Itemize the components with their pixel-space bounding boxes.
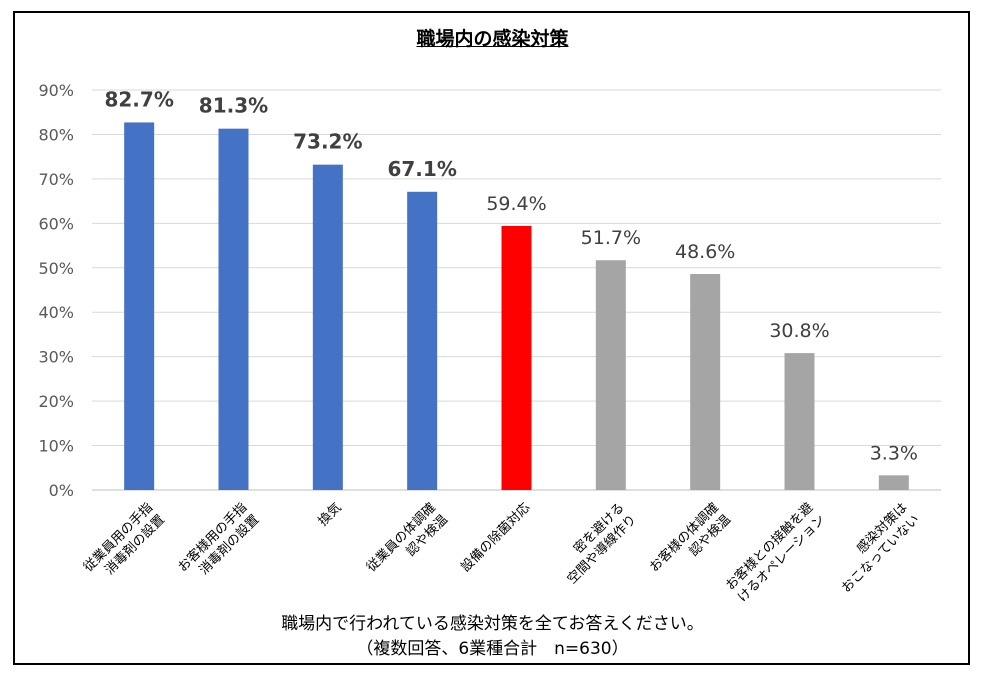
bar <box>312 164 343 490</box>
bar-value-label: 51.7% <box>581 227 641 249</box>
bar-value-label: 73.2% <box>293 130 362 154</box>
x-tick-label: お客様との接触を避けるオペレーション <box>722 500 828 606</box>
x-tick-label: 従業員の体調確認や検温 <box>363 500 451 588</box>
bar <box>407 191 438 490</box>
chart-frame <box>13 11 970 665</box>
y-tick-label: 10% <box>38 437 74 456</box>
y-tick-label: 50% <box>38 259 74 278</box>
x-tick-label: 従業員用の手指消毒剤の設置 <box>80 500 168 588</box>
svg-text:設備の除菌対応: 設備の除菌対応 <box>458 500 534 576</box>
chart-title: 職場内の感染対策 <box>416 28 569 50</box>
bar-value-label: 30.8% <box>769 320 829 342</box>
bar-value-label: 3.3% <box>870 442 918 464</box>
y-tick-label: 60% <box>38 214 74 233</box>
x-axis-category-labels: 従業員用の手指消毒剤の設置 お客様用の手指消毒剤の設置 換気 従業員の体調確認や検温設… <box>80 500 922 606</box>
svg-text:感染対策はおこなっていない: 感染対策はおこなっていない <box>826 500 922 596</box>
svg-text:従業員の体調確認や検温: 従業員の体調確認や検温 <box>363 500 451 588</box>
svg-text:従業員用の手指消毒剤の設置: 従業員用の手指消毒剤の設置 <box>80 500 168 588</box>
bar <box>595 260 626 490</box>
bar <box>878 475 909 490</box>
bar <box>124 122 155 490</box>
bar-value-label: 82.7% <box>104 87 173 111</box>
y-tick-label: 30% <box>38 348 74 367</box>
y-tick-label: 80% <box>38 125 74 144</box>
x-tick-label: 設備の除菌対応 <box>458 500 534 576</box>
svg-text:お客様の体調確認や検温: お客様の体調確認や検温 <box>646 500 734 588</box>
bar <box>501 226 532 490</box>
svg-text:密を避ける空間や導線作り: 密を避ける空間や導線作り <box>552 500 640 588</box>
y-tick-label: 20% <box>38 392 74 411</box>
y-tick-label: 70% <box>38 170 74 189</box>
value-labels: 82.7% 81.3% 73.2% 67.1% 59.4% 51.7% 48.6% 30.8%… <box>104 87 918 464</box>
svg-text:お客様用の手指消毒剤の設置: お客様用の手指消毒剤の設置 <box>175 500 263 588</box>
x-tick-label: 換気 <box>315 500 345 530</box>
bar <box>784 353 815 490</box>
bars <box>124 122 909 490</box>
y-tick-label: 0% <box>49 481 74 500</box>
x-tick-label: 感染対策はおこなっていない <box>826 500 923 596</box>
x-tick-label: お客様用の手指消毒剤の設置 <box>175 500 263 588</box>
bar-value-label: 67.1% <box>387 157 456 181</box>
bar-value-label: 48.6% <box>675 241 735 263</box>
svg-text:換気: 換気 <box>315 500 345 530</box>
y-axis-tick-labels: 0% 10% 20% 30% 40% 50% 60% 70% 80% 90% <box>38 81 74 500</box>
chart-caption-question: 職場内で行われている感染対策を全てお答えください。 <box>281 614 704 634</box>
bar <box>690 274 721 490</box>
chart-caption-sample: （複数回答、6業種合計 n=630） <box>356 639 629 659</box>
x-tick-label: 密を避ける空間や導線作り <box>552 500 640 588</box>
bar-value-label: 81.3% <box>199 94 268 118</box>
y-tick-label: 40% <box>38 303 74 322</box>
bar <box>218 128 249 490</box>
y-tick-label: 90% <box>38 81 74 100</box>
x-tick-label: お客様の体調確認や検温 <box>646 500 734 588</box>
svg-text:お客様との接触を避けるオペレーション: お客様との接触を避けるオペレーション <box>722 500 828 606</box>
bar-value-label: 59.4% <box>486 193 546 215</box>
